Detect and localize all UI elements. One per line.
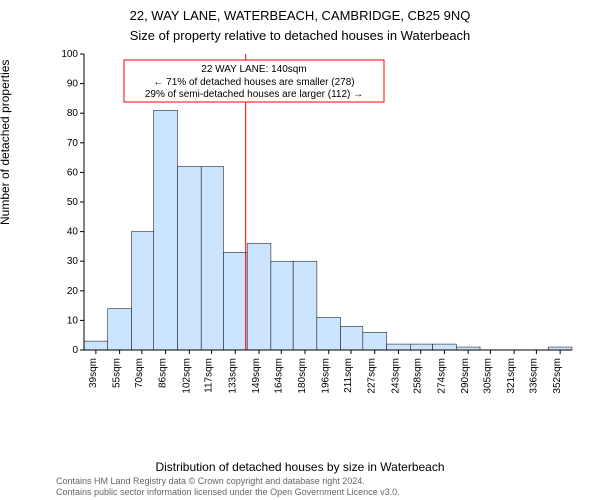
histogram-bar	[341, 326, 363, 350]
callout-line-3: 29% of semi-detached houses are larger (…	[145, 89, 363, 100]
y-tick-label: 90	[67, 79, 79, 90]
histogram-bar	[293, 261, 317, 350]
chart-title-address: 22, WAY LANE, WATERBEACH, CAMBRIDGE, CB2…	[0, 8, 600, 23]
x-axis-label: Distribution of detached houses by size …	[0, 460, 600, 474]
x-tick-label: 133sqm	[227, 358, 238, 394]
x-tick-label: 258sqm	[413, 358, 424, 394]
histogram-bar	[223, 252, 247, 350]
x-tick-label: 70sqm	[134, 358, 145, 388]
histogram-bar	[177, 166, 201, 350]
histogram-plot: 0 10 20 30 40 50 60 70 80 90 100 39sqm 55sqm 70sqm 86s…	[56, 50, 576, 400]
x-tick-label: 274sqm	[436, 358, 447, 394]
x-tick-label: 86sqm	[158, 358, 169, 388]
callout-line-1: 22 WAY LANE: 140sqm	[201, 64, 306, 75]
y-tick-label: 20	[67, 286, 79, 297]
histogram-bar	[108, 309, 132, 350]
histogram-bar	[247, 243, 271, 350]
y-tick-label: 10	[67, 315, 79, 326]
x-tick-label: 164sqm	[273, 358, 284, 394]
x-tick-label: 290sqm	[460, 358, 471, 394]
x-tick-label: 243sqm	[390, 358, 401, 394]
chart-title-subtitle: Size of property relative to detached ho…	[0, 28, 600, 43]
histogram-bar	[410, 344, 432, 350]
histogram-bar	[201, 166, 223, 350]
x-tick-label: 149sqm	[251, 358, 262, 394]
footer-attribution: Contains HM Land Registry data © Crown c…	[56, 476, 400, 498]
histogram-bar	[387, 344, 411, 350]
y-tick-label: 100	[61, 50, 78, 60]
x-tick-label: 55sqm	[112, 358, 123, 388]
y-tick-label: 60	[67, 167, 79, 178]
x-tick-label: 102sqm	[181, 358, 192, 394]
x-tick-label: 117sqm	[204, 358, 215, 393]
y-tick-label: 30	[67, 256, 79, 267]
y-tick-label: 40	[67, 227, 79, 238]
footer-line-2: Contains public sector information licen…	[56, 487, 400, 498]
y-tick-label: 80	[67, 108, 79, 119]
histogram-bar	[131, 232, 153, 350]
y-tick-label: 0	[72, 345, 78, 356]
chart-container: 22, WAY LANE, WATERBEACH, CAMBRIDGE, CB2…	[0, 0, 600, 500]
histogram-bar	[84, 341, 108, 350]
histogram-bar	[317, 317, 341, 350]
histogram-bar	[154, 110, 178, 350]
x-tick-label: 39sqm	[88, 358, 99, 388]
x-tick-label: 180sqm	[297, 358, 308, 394]
x-tick-label: 305sqm	[482, 358, 493, 394]
y-tick-label: 70	[67, 138, 79, 149]
histogram-bar	[271, 261, 293, 350]
footer-line-1: Contains HM Land Registry data © Crown c…	[56, 476, 400, 487]
callout-line-2: ← 71% of detached houses are smaller (27…	[153, 77, 354, 88]
histogram-bar	[433, 344, 457, 350]
x-tick-label: 352sqm	[552, 358, 563, 394]
x-tick-label: 211sqm	[343, 358, 354, 393]
x-tick-label: 336sqm	[528, 358, 539, 394]
x-tick-label: 227sqm	[367, 358, 378, 394]
x-tick-label: 321sqm	[506, 358, 517, 394]
x-tick-label: 196sqm	[321, 358, 332, 394]
histogram-bar	[363, 332, 387, 350]
y-tick-label: 50	[67, 197, 79, 208]
y-axis-label: Number of detached properties	[0, 60, 12, 225]
